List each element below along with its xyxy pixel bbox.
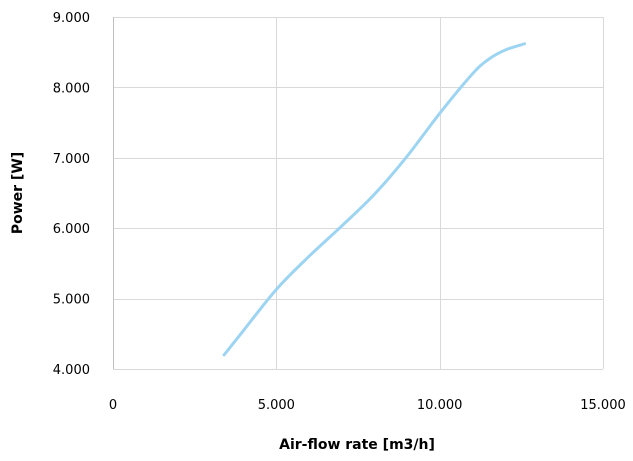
series-line-0 bbox=[222, 42, 527, 357]
x-tick-label-3: 15.000 bbox=[580, 398, 626, 413]
x-tick-label-2: 10.000 bbox=[417, 398, 463, 413]
y-tick-label-0: 4.000 bbox=[53, 363, 90, 378]
grid-lines bbox=[113, 17, 604, 370]
y-tick-label-3: 7.000 bbox=[53, 152, 90, 167]
y-tick-label-5: 9.000 bbox=[53, 11, 90, 26]
series-layer bbox=[222, 42, 527, 357]
x-tick-label-1: 5.000 bbox=[258, 398, 295, 413]
y-tick-label-1: 5.000 bbox=[53, 293, 90, 308]
x-tick-label-0: 0 bbox=[109, 398, 117, 413]
y-tick-label-4: 8.000 bbox=[53, 81, 90, 96]
x-axis-title: Air-flow rate [m3/h] bbox=[279, 437, 435, 453]
y-axis-title: Power [W] bbox=[10, 152, 26, 234]
y-tick-label-2: 6.000 bbox=[53, 222, 90, 237]
x-axis-tick-labels: 0 5.000 10.000 15.000 bbox=[109, 398, 626, 413]
y-axis-tick-labels: 4.000 5.000 6.000 7.000 8.000 9.000 bbox=[53, 11, 90, 378]
